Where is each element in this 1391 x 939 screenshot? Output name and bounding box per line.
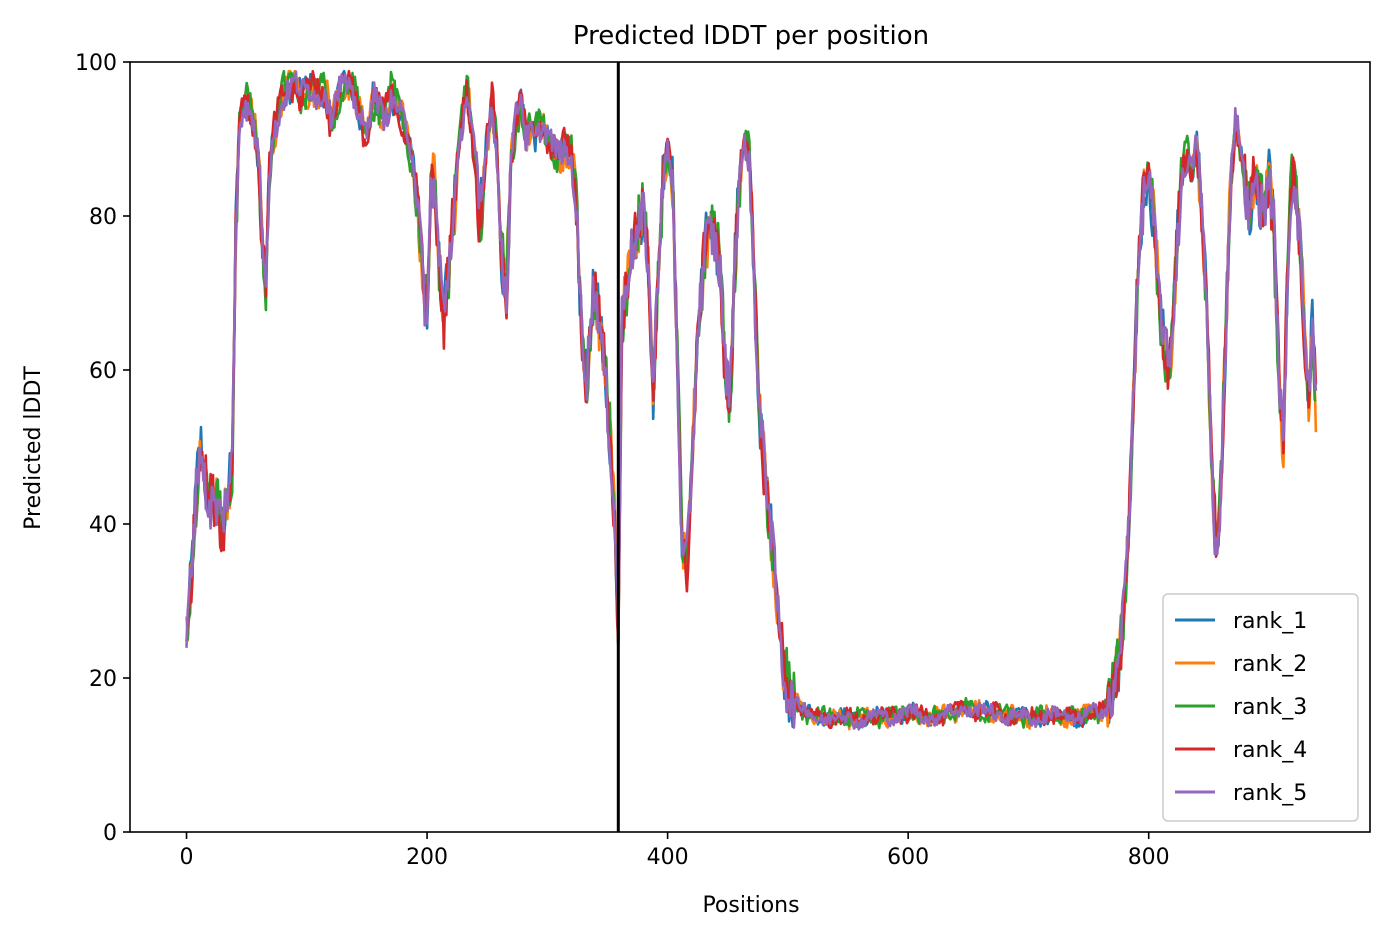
- x-axis-ticks: 0 200 400 600 800: [180, 832, 1170, 870]
- y-axis-title: Predicted lDDT: [21, 366, 46, 530]
- legend-label: rank_1: [1233, 609, 1307, 634]
- series-line-rank-5: [185, 70, 1318, 731]
- legend-label: rank_4: [1233, 738, 1307, 763]
- y-tick-label: 40: [89, 513, 117, 538]
- legend: rank_1 rank_2 rank_3 rank_4 rank_5: [1162, 593, 1359, 822]
- x-tick-label: 800: [1128, 845, 1170, 870]
- legend-box: [1162, 593, 1359, 822]
- legend-label: rank_5: [1233, 781, 1307, 806]
- y-tick-label: 60: [89, 359, 117, 384]
- y-tick-label: 20: [89, 667, 117, 692]
- legend-label: rank_3: [1233, 695, 1307, 720]
- x-tick-label: 0: [180, 845, 194, 870]
- y-tick-label: 100: [75, 51, 117, 76]
- x-tick-label: 400: [647, 845, 689, 870]
- x-tick-label: 200: [406, 845, 448, 870]
- y-axis-ticks: 0 20 40 60 80 100: [75, 51, 130, 846]
- plot-lines: [185, 62, 1318, 832]
- plot-frame: [129, 61, 1371, 833]
- y-tick-label: 80: [89, 205, 117, 230]
- chart-title: Predicted lDDT per position: [573, 21, 929, 51]
- legend-label: rank_2: [1233, 652, 1307, 677]
- x-tick-label: 600: [887, 845, 929, 870]
- x-axis-title: Positions: [702, 893, 799, 918]
- y-tick-label: 0: [103, 821, 117, 846]
